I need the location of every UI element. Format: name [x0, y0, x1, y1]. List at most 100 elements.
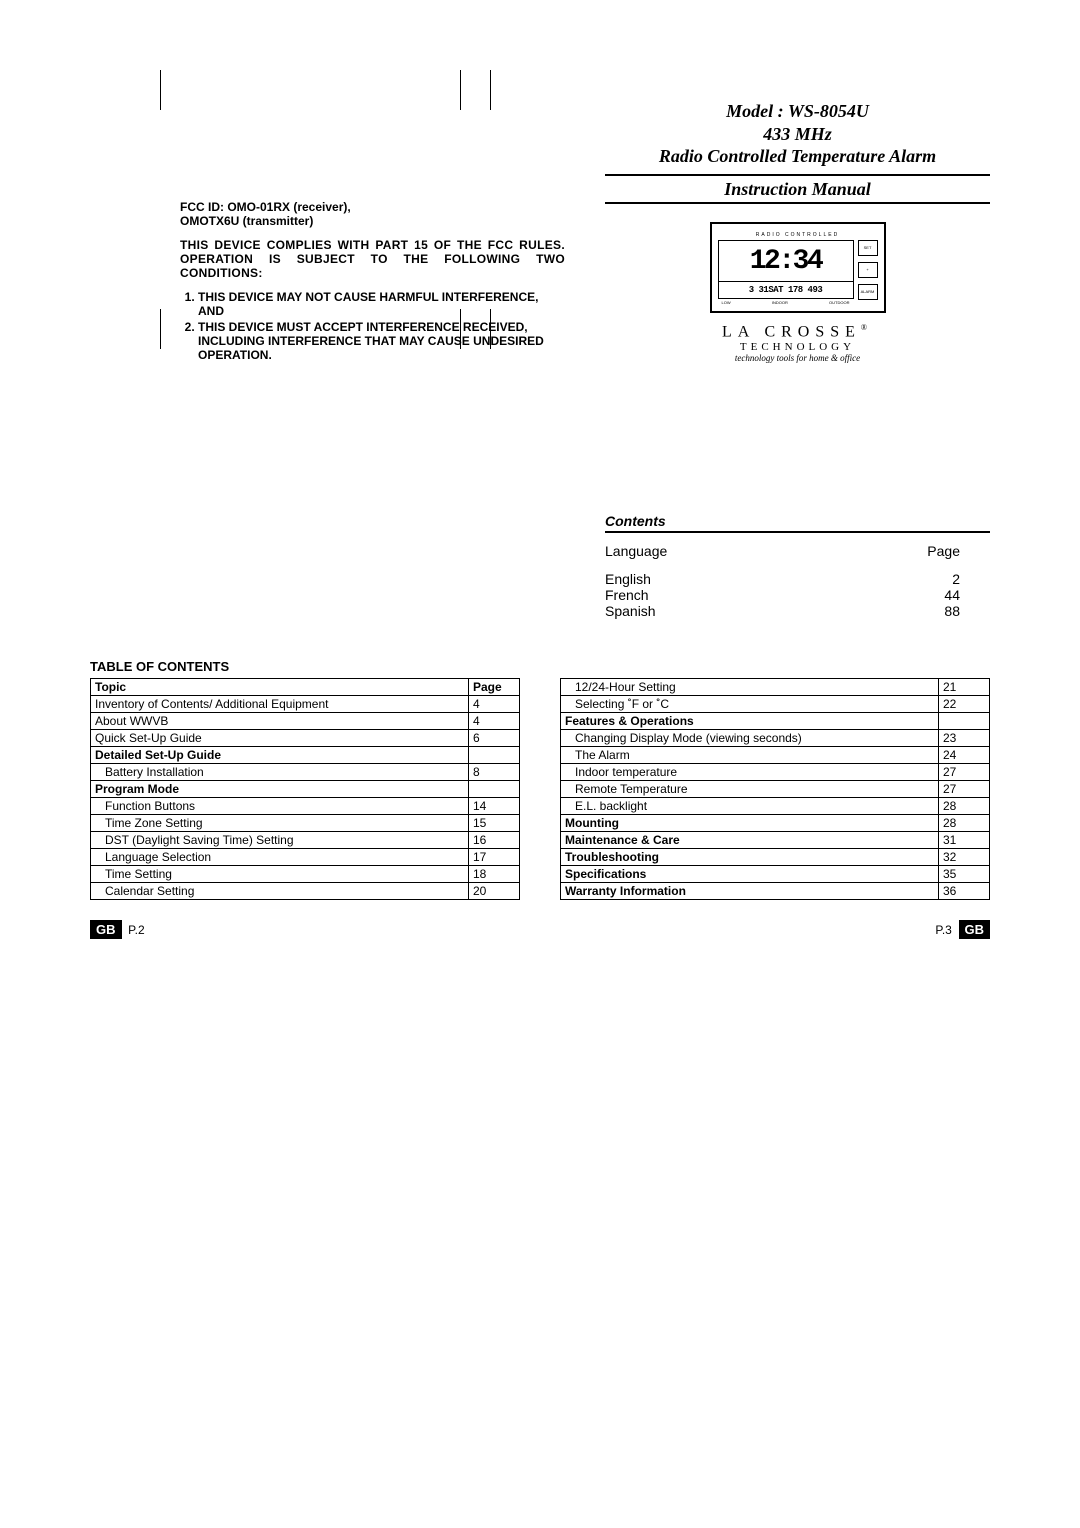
toc-topic: Program Mode — [91, 781, 469, 798]
page-num-3: P.3 — [935, 923, 951, 937]
fcc-id-line2: OMOTX6U (transmitter) — [180, 214, 313, 228]
toc-topic: The Alarm — [561, 747, 939, 764]
toc-page — [469, 781, 520, 798]
toc-topic: Detailed Set-Up Guide — [91, 747, 469, 764]
table-row: Warranty Information36 — [561, 883, 990, 900]
toc-topic: Indoor temperature — [561, 764, 939, 781]
toc-topic: Language Selection — [91, 849, 469, 866]
crop-marks-mid — [90, 319, 990, 359]
toc-title: TABLE OF CONTENTS — [90, 659, 520, 674]
table-row: Language Selection17 — [91, 849, 520, 866]
radio-controlled-label: RADIO CONTROLLED — [718, 232, 878, 238]
lcd-subline: 3 31SAT 178 493 — [718, 282, 854, 299]
page-num-2: P.2 — [128, 923, 144, 937]
toc-topic: Mounting — [561, 815, 939, 832]
fcc-rules-text: THIS DEVICE COMPLIES WITH PART 15 OF THE… — [180, 238, 565, 280]
table-row: Specifications35 — [561, 866, 990, 883]
toc-page: 8 — [469, 764, 520, 781]
toc-head-topic: Topic — [91, 679, 469, 696]
gb-badge-right: GB — [959, 920, 991, 939]
toc-page: 20 — [469, 883, 520, 900]
toc-page: 14 — [469, 798, 520, 815]
contents-block: Contents Language Page English2French 44 S… — [605, 513, 990, 619]
toc-page: 31 — [939, 832, 990, 849]
toc-page: 21 — [939, 679, 990, 696]
contents-page-header: Page — [927, 543, 960, 559]
toc-page: 23 — [939, 730, 990, 747]
table-row: Time Zone Setting15 — [91, 815, 520, 832]
toc-topic: Time Setting — [91, 866, 469, 883]
table-row: Selecting ˚F or ˚C22 — [561, 696, 990, 713]
language-page: 44 — [944, 587, 960, 603]
toc-page — [469, 747, 520, 764]
toc-topic: About WWVB — [91, 713, 469, 730]
toc-topic: Calendar Setting — [91, 883, 469, 900]
fcc-id-line1: FCC ID: OMO-01RX (receiver), — [180, 200, 351, 214]
toc-left-page: TABLE OF CONTENTS Topic Page Inventory o… — [90, 659, 520, 939]
language-name: Spanish — [605, 603, 656, 619]
toc-topic: Battery Installation — [91, 764, 469, 781]
document-page: FCC ID: OMO-01RX (receiver), OMOTX6U (tr… — [0, 0, 1080, 979]
toc-topic: Time Zone Setting — [91, 815, 469, 832]
toc-topic: Inventory of Contents/ Additional Equipm… — [91, 696, 469, 713]
device-frame: RADIO CONTROLLED 12:34 3 31SAT 178 493 L… — [710, 222, 886, 313]
alarm-button: ALARM — [858, 284, 878, 300]
table-row: The Alarm24 — [561, 747, 990, 764]
table-row: 12/24-Hour Setting21 — [561, 679, 990, 696]
language-page: 88 — [944, 603, 960, 619]
toc-topic: Features & Operations — [561, 713, 939, 730]
toc-page: 17 — [469, 849, 520, 866]
toc-topic: DST (Daylight Saving Time) Setting — [91, 832, 469, 849]
table-row: Remote Temperature27 — [561, 781, 990, 798]
toc-table-left: Topic Page Inventory of Contents/ Additi… — [90, 678, 520, 900]
manual-line: Instruction Manual — [605, 174, 990, 205]
toc-page: 27 — [939, 764, 990, 781]
toc-topic: Remote Temperature — [561, 781, 939, 798]
toc-topic: 12/24-Hour Setting — [561, 679, 939, 696]
toc-page: 22 — [939, 696, 990, 713]
language-name: French — [605, 587, 649, 603]
toc-topic: Function Buttons — [91, 798, 469, 815]
side-buttons: SET + ALARM — [858, 240, 878, 305]
freq-line: 433 MHz — [605, 123, 990, 146]
toc-page: 35 — [939, 866, 990, 883]
fcc-notice: FCC ID: OMO-01RX (receiver), OMOTX6U (tr… — [90, 100, 565, 619]
toc-topic: Specifications — [561, 866, 939, 883]
toc-topic: Quick Set-Up Guide — [91, 730, 469, 747]
table-row: Program Mode — [91, 781, 520, 798]
toc-topic: Changing Display Mode (viewing seconds) — [561, 730, 939, 747]
toc-page: 36 — [939, 883, 990, 900]
toc-page — [939, 713, 990, 730]
language-row: French 44 — [605, 587, 990, 603]
tiny-low: LOW — [722, 300, 731, 305]
contents-title: Contents — [605, 513, 990, 533]
table-row: Inventory of Contents/ Additional Equipm… — [91, 696, 520, 713]
table-row: About WWVB4 — [91, 713, 520, 730]
toc-spread: TABLE OF CONTENTS Topic Page Inventory o… — [90, 659, 990, 939]
tiny-outdoor: OUTDOOR — [829, 300, 849, 305]
footer-right: P.3 GB — [560, 920, 990, 939]
toc-page: 15 — [469, 815, 520, 832]
table-row: Changing Display Mode (viewing seconds)2… — [561, 730, 990, 747]
toc-page: 16 — [469, 832, 520, 849]
toc-topic: Maintenance & Care — [561, 832, 939, 849]
language-row: English2 — [605, 571, 990, 587]
toc-page: 27 — [939, 781, 990, 798]
toc-right-page: 12/24-Hour Setting21Selecting ˚F or ˚C22… — [560, 659, 990, 939]
toc-page: 4 — [469, 696, 520, 713]
toc-table-right: 12/24-Hour Setting21Selecting ˚F or ˚C22… — [560, 678, 990, 900]
table-row: Detailed Set-Up Guide — [91, 747, 520, 764]
fcc-condition-1: THIS DEVICE MAY NOT CAUSE HARMFUL INTERF… — [198, 290, 565, 318]
lcd-time: 12:34 — [718, 240, 854, 282]
toc-topic: E.L. backlight — [561, 798, 939, 815]
table-row: Function Buttons14 — [91, 798, 520, 815]
contents-lang-header: Language — [605, 543, 667, 559]
table-row: E.L. backlight28 — [561, 798, 990, 815]
toc-page: 28 — [939, 798, 990, 815]
top-row: FCC ID: OMO-01RX (receiver), OMOTX6U (tr… — [90, 100, 990, 619]
gb-badge-left: GB — [90, 920, 122, 939]
toc-topic: Selecting ˚F or ˚C — [561, 696, 939, 713]
toc-page: 6 — [469, 730, 520, 747]
model-line: Model : WS-8054U — [605, 100, 990, 123]
toc-topic: Warranty Information — [561, 883, 939, 900]
